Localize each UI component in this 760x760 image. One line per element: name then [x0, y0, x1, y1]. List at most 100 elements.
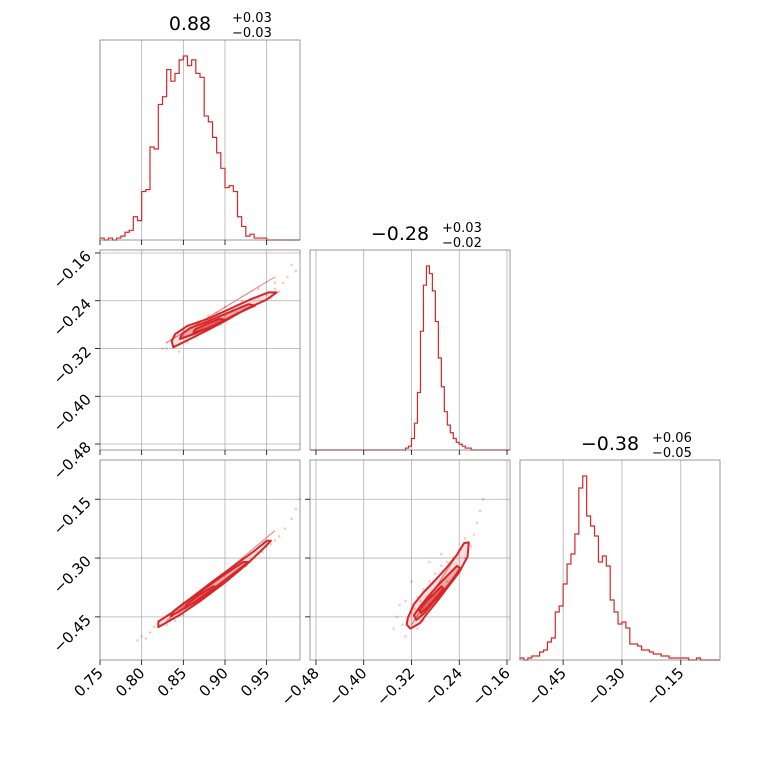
- hist-panel-x: 0.88 +0.03−0.03: [99, 11, 301, 245]
- hist-panel-z: −0.45 −0.30 −0.15 −0.38 +0.06−0.05: [519, 431, 721, 709]
- contour-panel-y-z: −0.48 −0.40 −0.32 −0.24 −0.16: [278, 459, 514, 709]
- sample-point: [165, 623, 168, 627]
- density-ridge: [166, 530, 276, 622]
- sample-point: [136, 639, 139, 642]
- x-tick-label-z: −0.30: [584, 664, 629, 709]
- histogram-step-line: [519, 475, 720, 661]
- sample-point: [463, 537, 467, 540]
- x-tick-label-x: 0.90: [195, 664, 231, 700]
- sample-point: [269, 543, 273, 546]
- y-tick-label: −0.16: [50, 247, 95, 292]
- title-upper-error: +0.06: [652, 431, 692, 446]
- sample-point: [177, 350, 181, 353]
- sample-point: [416, 627, 419, 630]
- sample-point: [446, 560, 449, 564]
- sample-point: [395, 615, 398, 619]
- sample-point: [261, 550, 264, 554]
- sample-point: [481, 497, 485, 501]
- y-tick-label: −0.48: [50, 438, 95, 483]
- histogram-step-line: [99, 55, 300, 241]
- sample-point: [283, 527, 287, 530]
- sample-point: [478, 509, 482, 513]
- sample-point: [294, 269, 298, 273]
- sample-point: [413, 607, 416, 611]
- sample-point: [182, 613, 185, 617]
- hist-panel-y: −0.28 +0.03−0.02: [309, 221, 511, 455]
- sample-point: [398, 603, 401, 607]
- sample-point: [277, 535, 281, 538]
- sample-point: [161, 347, 164, 350]
- panel-frame: [99, 249, 301, 451]
- sample-point: [434, 572, 437, 576]
- x-tick-label-z: −0.45: [525, 664, 570, 709]
- sample-point: [401, 623, 404, 627]
- sample-point: [419, 599, 422, 603]
- sample-point: [440, 552, 443, 556]
- x-tick-label-y: −0.32: [373, 664, 418, 709]
- y-tick-label: −0.24: [50, 295, 95, 340]
- sample-point: [277, 290, 281, 294]
- sample-point: [286, 275, 289, 279]
- sample-point: [290, 517, 293, 521]
- sample-point: [148, 631, 152, 634]
- x-tick-label-x: 0.85: [154, 664, 190, 700]
- sample-point: [428, 560, 431, 564]
- sample-point: [404, 599, 407, 603]
- contour-inner: [192, 317, 226, 334]
- sample-point: [257, 287, 260, 291]
- histogram-step-line: [310, 265, 510, 451]
- x-tick-label-y: −0.40: [325, 664, 370, 709]
- sample-point: [186, 341, 189, 344]
- hist-title-z: −0.38: [581, 433, 639, 455]
- sample-point: [446, 580, 449, 583]
- density-ridge: [411, 542, 466, 625]
- panel-frame: [309, 249, 511, 451]
- sample-point: [422, 588, 425, 591]
- title-lower-error: −0.02: [442, 236, 482, 251]
- sample-point: [410, 580, 413, 583]
- contour-panel-x-y: −0.16−0.24−0.32−0.40−0.48: [50, 247, 301, 483]
- title-upper-error: +0.03: [442, 221, 482, 236]
- sample-point: [144, 637, 148, 640]
- title-upper-error: +0.03: [232, 11, 272, 26]
- sample-point: [472, 533, 476, 536]
- sample-point: [173, 619, 177, 623]
- contour-panel-x-z: 0.75 0.80 0.85 0.90 0.95 −0.15 −0.30 −0.45: [50, 459, 302, 700]
- contour-inner: [417, 585, 445, 614]
- sample-point: [428, 580, 431, 583]
- sample-point: [290, 263, 293, 267]
- panel-frame: [99, 39, 301, 241]
- x-tick-label-x: 0.80: [112, 664, 148, 700]
- sample-point: [392, 627, 395, 630]
- x-tick-label-y: −0.24: [421, 664, 466, 709]
- hist-title-x: 0.88: [169, 13, 211, 35]
- density-ridge: [166, 276, 276, 343]
- panel-frame: [309, 459, 511, 661]
- panel-frame: [519, 459, 721, 661]
- sample-point: [282, 281, 285, 285]
- sample-point: [475, 521, 479, 525]
- sample-point: [273, 287, 277, 291]
- y-tick-label: −0.32: [50, 343, 95, 388]
- title-lower-error: −0.05: [652, 446, 692, 461]
- x-tick-label-y: −0.16: [469, 664, 514, 709]
- sample-point: [152, 625, 156, 628]
- hist-title-y: −0.28: [371, 223, 429, 245]
- sample-point: [404, 635, 407, 638]
- sample-point: [273, 281, 277, 285]
- sample-point: [469, 544, 473, 548]
- y-tick-label: −0.40: [50, 390, 95, 435]
- sample-point: [240, 299, 243, 303]
- sample-point: [273, 539, 277, 542]
- sample-point: [140, 635, 143, 638]
- x-tick-label-y: −0.48: [278, 664, 323, 709]
- x-tick-label-x: 0.95: [237, 664, 273, 700]
- title-lower-error: −0.03: [232, 26, 272, 41]
- y-tick-label: −0.45: [50, 611, 95, 656]
- sample-point: [294, 507, 298, 511]
- sample-point: [440, 564, 443, 568]
- panel-frame: [99, 459, 301, 661]
- y-tick-label: −0.15: [50, 493, 95, 538]
- y-tick-label: −0.30: [50, 552, 95, 597]
